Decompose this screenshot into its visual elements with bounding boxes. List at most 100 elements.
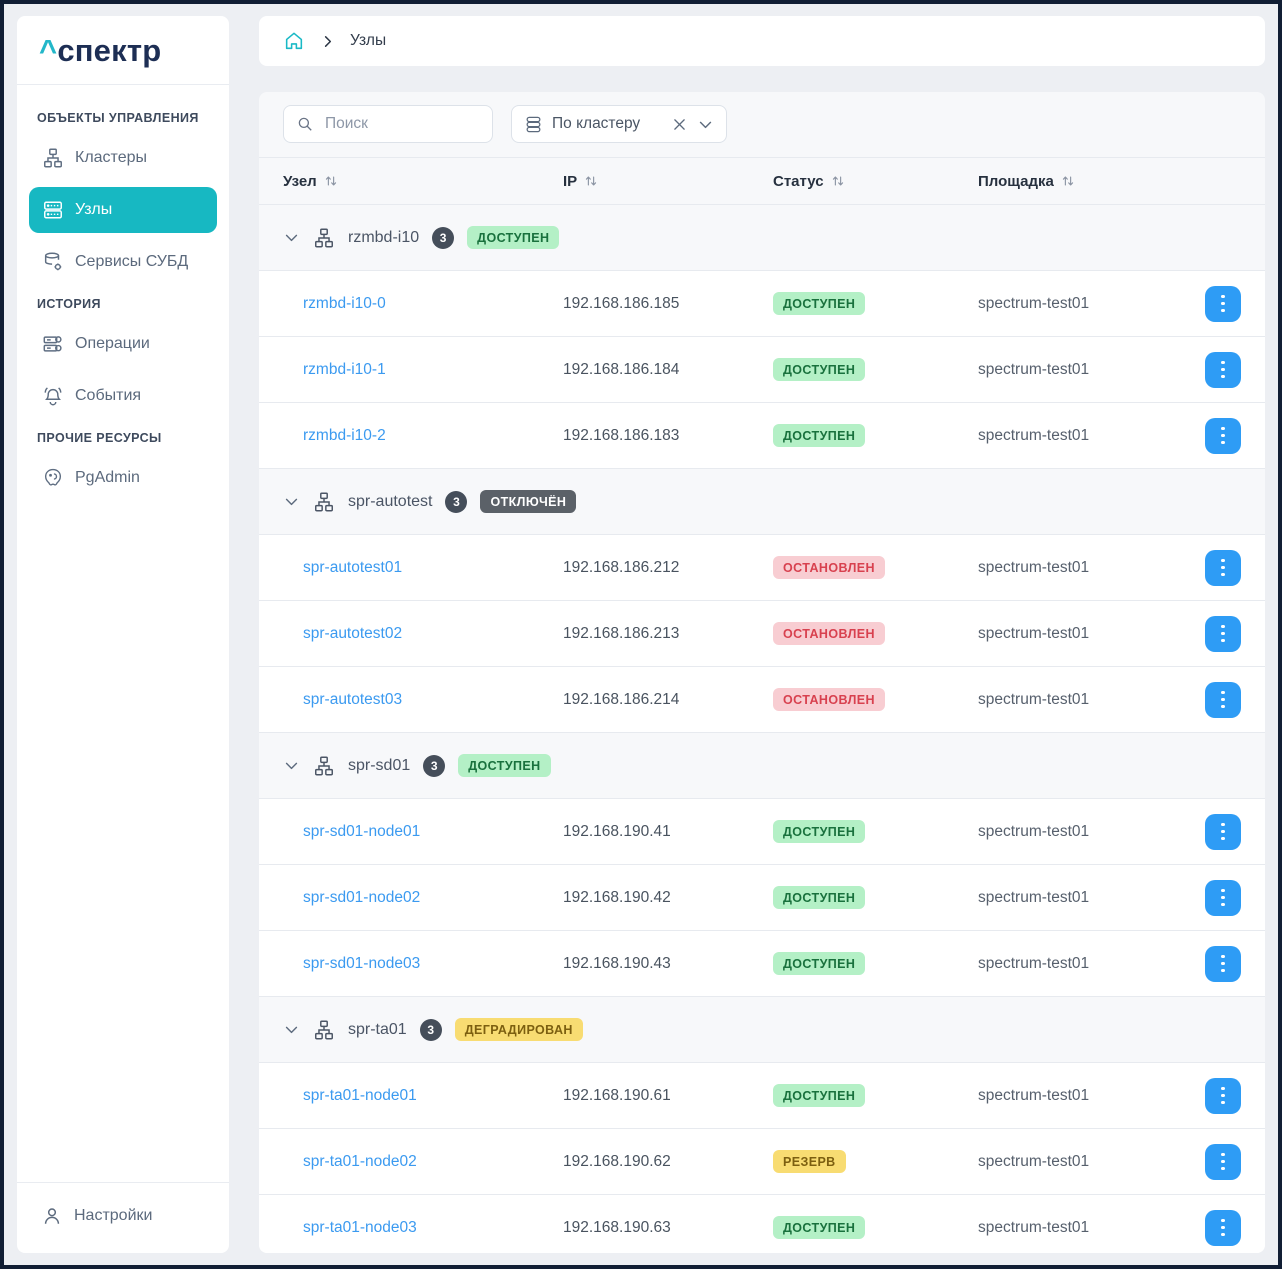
home-icon[interactable] (283, 30, 305, 52)
group-by-filter[interactable]: По кластеру (511, 105, 727, 143)
node-actions-cell (1185, 1209, 1241, 1246)
node-status-badge: ОСТАНОВЛЕН (773, 621, 885, 646)
node-status-badge: ДОСТУПЕН (773, 1083, 866, 1108)
sidebar-item-cluster[interactable]: Кластеры (29, 135, 217, 181)
node-link[interactable]: spr-autotest01 (303, 558, 403, 576)
node-link[interactable]: spr-ta01-node01 (303, 1086, 417, 1104)
node-ip: 192.168.190.63 (563, 1218, 671, 1236)
node-cell: spr-sd01-node02 (283, 889, 563, 907)
node-link[interactable]: spr-sd01-node02 (303, 888, 421, 906)
cluster-group-row: rzmbd-i10 3 ДОСТУПЕН (259, 205, 1265, 271)
sidebar-item-settings[interactable]: Настройки (17, 1182, 229, 1253)
node-actions-cell (1185, 813, 1241, 850)
sidebar-item-nodes[interactable]: Узлы (29, 187, 217, 234)
breadcrumb-current: Узлы (350, 32, 387, 49)
settings-label: Настройки (74, 1207, 153, 1224)
node-link[interactable]: spr-autotest03 (303, 690, 403, 708)
node-link[interactable]: rzmbd-i10-1 (303, 360, 386, 378)
group-expander-icon[interactable] (283, 1021, 300, 1038)
node-site: spectrum-test01 (978, 1152, 1090, 1170)
node-cell: rzmbd-i10-1 (283, 361, 563, 379)
kebab-menu-button[interactable] (1205, 945, 1241, 982)
sidebar-item-label: PgAdmin (75, 469, 140, 487)
sidebar: ^спектр ОБЪЕКТЫ УПРАВЛЕНИЯ Кластеры Узлы Се… (17, 16, 229, 1253)
node-site: spectrum-test01 (978, 888, 1090, 906)
sidebar-item-db-services[interactable]: Сервисы СУБД (29, 239, 217, 285)
sidebar-item-pgadmin[interactable]: PgAdmin (29, 455, 217, 501)
node-cell: spr-autotest02 (283, 625, 563, 643)
node-row: spr-sd01-node02 192.168.190.42 ДОСТУПЕН spe… (259, 865, 1265, 931)
clear-filter-icon[interactable] (671, 116, 688, 133)
node-status-badge: ДОСТУПЕН (773, 291, 866, 316)
kebab-menu-button[interactable] (1205, 813, 1241, 850)
node-actions-cell (1185, 681, 1241, 718)
node-status-cell: ОСТАНОВЛЕН (773, 621, 978, 646)
group-expander-icon[interactable] (283, 229, 300, 246)
column-header-node[interactable]: Узел (283, 173, 563, 190)
cluster-icon (42, 147, 64, 169)
node-link[interactable]: rzmbd-i10-2 (303, 426, 386, 444)
chevron-down-icon[interactable] (697, 116, 714, 133)
kebab-menu-button[interactable] (1205, 1143, 1241, 1180)
group-expander-icon[interactable] (283, 493, 300, 510)
node-link[interactable]: spr-sd01-node03 (303, 954, 421, 972)
node-link[interactable]: rzmbd-i10-0 (303, 294, 386, 312)
node-ip: 192.168.190.62 (563, 1152, 671, 1170)
toolbar: По кластеру (259, 92, 1265, 157)
node-status-badge: ДОСТУПЕН (773, 819, 866, 844)
node-ip: 192.168.190.43 (563, 954, 671, 972)
operations-icon (42, 333, 64, 355)
sidebar-item-operations[interactable]: Операции (29, 321, 217, 367)
column-header-ip[interactable]: IP (563, 173, 773, 190)
sort-icon[interactable] (324, 174, 338, 188)
cluster-name: spr-ta01 (348, 1020, 407, 1038)
sidebar-section-label: ПРОЧИЕ РЕСУРСЫ (37, 431, 162, 446)
node-actions-cell (1185, 549, 1241, 586)
kebab-menu-button[interactable] (1205, 1077, 1241, 1114)
kebab-menu-button[interactable] (1205, 351, 1241, 388)
node-site: spectrum-test01 (978, 822, 1090, 840)
sidebar-item-events[interactable]: События (29, 373, 217, 419)
node-link[interactable]: spr-ta01-node03 (303, 1218, 417, 1236)
filter-label: По кластеру (552, 115, 641, 132)
node-actions-cell (1185, 615, 1241, 652)
node-status-cell: ДОСТУПЕН (773, 291, 978, 316)
cluster-status-badge: ДОСТУПЕН (467, 225, 560, 250)
node-link[interactable]: spr-ta01-node02 (303, 1152, 417, 1170)
kebab-menu-button[interactable] (1205, 549, 1241, 586)
kebab-menu-button[interactable] (1205, 1209, 1241, 1246)
group-by-icon (524, 115, 543, 134)
node-status-badge: ДОСТУПЕН (773, 951, 866, 976)
kebab-menu-button[interactable] (1205, 879, 1241, 916)
node-status-cell: ДОСТУПЕН (773, 357, 978, 382)
search-input[interactable] (323, 114, 480, 134)
node-actions-cell (1185, 1077, 1241, 1114)
kebab-menu-button[interactable] (1205, 285, 1241, 322)
kebab-menu-button[interactable] (1205, 681, 1241, 718)
node-ip: 192.168.190.61 (563, 1086, 671, 1104)
node-status-badge: ОСТАНОВЛЕН (773, 687, 885, 712)
node-status-cell: ДОСТУПЕН (773, 819, 978, 844)
node-status-badge: ОСТАНОВЛЕН (773, 555, 885, 580)
sort-icon[interactable] (831, 174, 845, 188)
node-status-cell: ДОСТУПЕН (773, 951, 978, 976)
node-status-badge: РЕЗЕРВ (773, 1149, 846, 1174)
node-actions-cell (1185, 285, 1241, 322)
sort-icon[interactable] (1061, 174, 1075, 188)
kebab-menu-button[interactable] (1205, 417, 1241, 454)
column-header-site[interactable]: Площадка (978, 173, 1185, 190)
column-header-status[interactable]: Статус (773, 173, 978, 190)
group-expander-icon[interactable] (283, 757, 300, 774)
kebab-menu-button[interactable] (1205, 615, 1241, 652)
node-cell: spr-ta01-node02 (283, 1153, 563, 1171)
sort-icon[interactable] (584, 174, 598, 188)
search-box (283, 105, 493, 143)
node-row: spr-ta01-node03 192.168.190.63 ДОСТУПЕН spe… (259, 1195, 1265, 1253)
node-link[interactable]: spr-sd01-node01 (303, 822, 421, 840)
db-services-icon (42, 251, 64, 273)
node-cell: rzmbd-i10-0 (283, 295, 563, 313)
node-ip: 192.168.186.185 (563, 294, 680, 312)
node-link[interactable]: spr-autotest02 (303, 624, 403, 642)
node-ip: 192.168.186.214 (563, 690, 680, 708)
node-row: rzmbd-i10-1 192.168.186.184 ДОСТУПЕН spectr… (259, 337, 1265, 403)
